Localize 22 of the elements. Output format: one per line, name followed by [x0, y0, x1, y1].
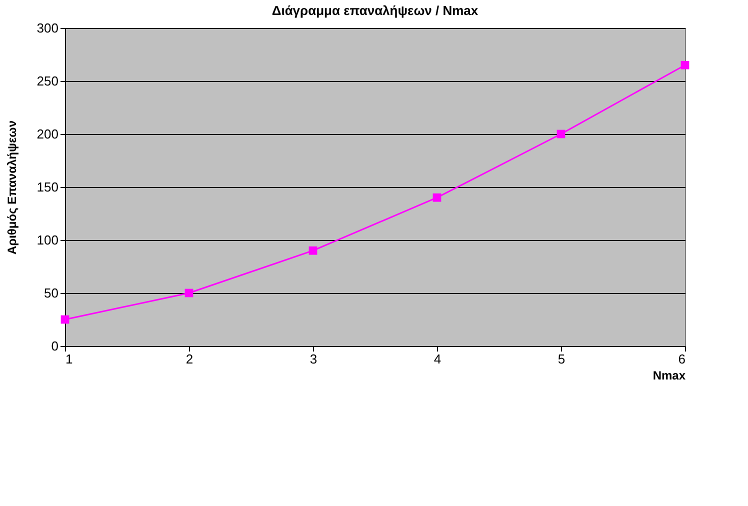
point: [60, 315, 70, 324]
point: [184, 288, 194, 298]
point: [308, 246, 318, 255]
point: [556, 130, 566, 138]
x-tick-label: 5: [558, 352, 566, 366]
y-tick-label: 150: [36, 180, 58, 194]
point: [680, 60, 690, 70]
y-tick-label: 100: [36, 232, 58, 248]
x-tick-label: 2: [186, 352, 194, 366]
point: [432, 193, 442, 202]
y-axis-title: Αριθμός Επαναλήψεων: [4, 120, 19, 254]
y-tick-label: 300: [36, 20, 58, 36]
x-tick-label: 6: [678, 352, 686, 366]
y-tick-label: 250: [36, 74, 58, 88]
y-tick-label: 0: [51, 338, 58, 354]
y-tick-label: 200: [36, 126, 58, 142]
y-tick-label: 50: [44, 286, 58, 300]
x-axis-title: Nmax: [652, 368, 686, 382]
x-tick-label: 3: [310, 352, 318, 366]
chart-title: Διάγραμμα επαναλήψεων / Nmax: [272, 3, 479, 18]
x-tick-label: 1: [66, 352, 73, 366]
x-tick-label: 4: [434, 352, 442, 366]
